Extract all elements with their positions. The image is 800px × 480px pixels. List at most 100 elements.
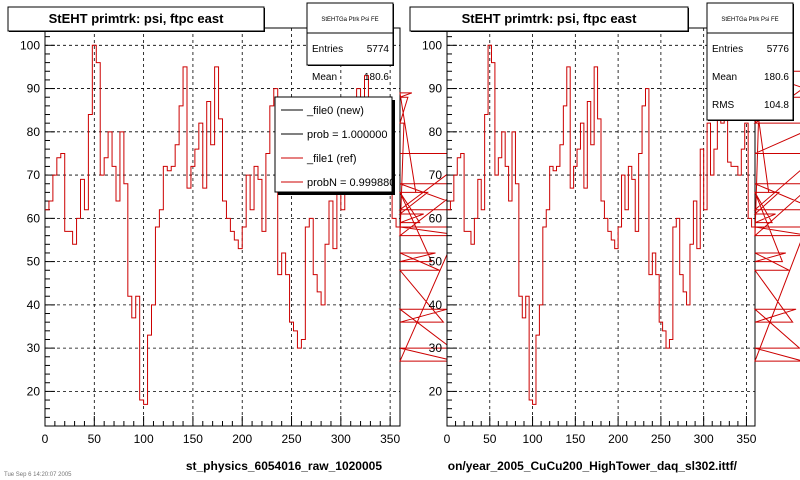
histogram-bin (645, 89, 648, 90)
histogram-bin (120, 132, 124, 133)
histogram-bin (226, 218, 230, 219)
histogram-bin (333, 249, 337, 250)
x-tick-label: 150 (183, 432, 203, 446)
histogram-bin (81, 179, 85, 180)
y-tick-label: 30 (27, 341, 41, 355)
histogram-bin (663, 331, 666, 332)
histogram-bin (471, 244, 474, 245)
histogram-bin (447, 210, 450, 211)
histogram-bin (502, 132, 505, 133)
histogram-bin (124, 184, 128, 185)
histogram-bin (416, 192, 417, 193)
histogram-bin (615, 249, 618, 250)
histogram-bin (755, 236, 756, 237)
histogram-bin (258, 179, 262, 180)
histogram-bin (270, 106, 274, 107)
stats-value: 104.8 (764, 100, 789, 111)
x-tick-label: 250 (282, 432, 302, 446)
histogram-bin (491, 63, 494, 64)
histogram-bin (69, 231, 73, 232)
y-tick-label: 70 (429, 168, 443, 182)
histogram-bin (309, 218, 313, 219)
plot-frame (44, 27, 401, 427)
histogram-bin (199, 123, 203, 124)
histogram-bin (625, 210, 628, 211)
histogram-bin (262, 231, 266, 232)
histogram-bin (485, 115, 488, 116)
histogram-bin (116, 201, 120, 202)
title-box (409, 6, 689, 32)
histogram-bin (175, 145, 179, 146)
histogram-bin (450, 201, 453, 202)
y-tick-label: 40 (27, 298, 41, 312)
histogram-bin (392, 218, 396, 219)
histogram-bin (155, 227, 159, 228)
histogram-bin (782, 262, 783, 263)
histogram-bin (207, 102, 211, 103)
histogram-bin (84, 210, 88, 211)
y-tick-label: 100 (422, 38, 442, 52)
histogram-bin (49, 201, 53, 202)
histogram-bin (533, 404, 536, 405)
histogram-bin (203, 188, 207, 189)
histogram-bin (707, 123, 710, 124)
histogram-bin (112, 166, 116, 167)
histogram-bin (481, 210, 484, 211)
histogram-bin (274, 89, 278, 90)
histogram-bin (700, 149, 703, 150)
histogram-bin (321, 305, 325, 306)
histogram-bin (104, 158, 108, 159)
histogram-bin (454, 175, 457, 176)
histogram-bin (171, 166, 175, 167)
histogram-line (447, 44, 800, 405)
histogram-bin (512, 132, 515, 133)
histogram-bin (152, 305, 156, 306)
histogram-bin (748, 218, 751, 219)
histogram-bin (294, 331, 298, 332)
histogram-bin (443, 322, 444, 323)
histogram-bin (408, 97, 409, 98)
histogram-bin (786, 253, 787, 254)
histogram-bin (570, 188, 573, 189)
histogram-bin (683, 292, 686, 293)
histogram-bin (404, 123, 405, 124)
x-tick-label: 0 (42, 432, 49, 446)
stats-value: 5774 (367, 44, 390, 55)
histogram-bin (53, 175, 57, 176)
stats-box (706, 2, 794, 121)
stats-key: Mean (712, 72, 737, 83)
y-tick-label: 60 (27, 211, 41, 225)
series-0 (447, 44, 800, 405)
x-tick-label: 200 (608, 432, 628, 446)
histogram-bin (305, 227, 309, 228)
histogram-bin (148, 335, 152, 336)
histogram-bin (495, 175, 498, 176)
histogram-bin (136, 296, 140, 297)
histogram-bin (772, 223, 773, 224)
histogram-bin (563, 106, 566, 107)
histogram-bin (553, 171, 556, 172)
legend: _file0 (new) prob = 1.000000 _file1 (ref) p… (274, 96, 395, 195)
y-tick-label: 50 (429, 255, 443, 269)
stats-name: StEHTGa Ptrk Psi FE (721, 17, 778, 23)
y-tick-label: 50 (27, 255, 41, 269)
chart-title: StEHT primtrk: psi, ftpc east (49, 11, 224, 26)
stats-box (306, 2, 394, 66)
histogram-bin (464, 231, 467, 232)
histogram-bin (230, 231, 234, 232)
histogram-bin (412, 93, 413, 94)
histogram-bin (550, 166, 553, 167)
legend-label: _file1 (ref) (306, 153, 357, 165)
histogram-bin (796, 309, 797, 310)
histogram-bin (108, 132, 112, 133)
histogram-bin (577, 149, 580, 150)
histogram-bin (622, 175, 625, 176)
histogram-bin (286, 275, 290, 276)
histogram-bin (690, 244, 693, 245)
x-tick-label: 300 (694, 432, 714, 446)
y-tick-label: 40 (429, 298, 443, 312)
histogram-bin (714, 149, 717, 150)
x-tick-label: 50 (483, 432, 497, 446)
histogram-bin (457, 158, 460, 159)
chart-title: StEHT primtrk: psi, ftpc east (462, 11, 637, 26)
